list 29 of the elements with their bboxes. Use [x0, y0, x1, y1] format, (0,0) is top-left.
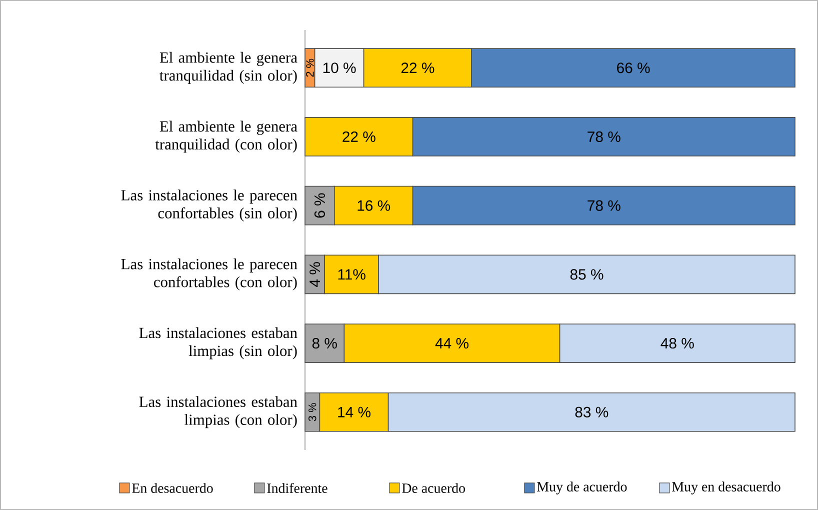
data-label: 66 %: [617, 62, 650, 74]
y-tick-label: Las instalaciones le parecen confortables (con olor): [121, 258, 298, 290]
legend-label: De acuerdo: [402, 483, 465, 493]
legend-label: Muy en desacuerdo: [672, 482, 780, 494]
data-label: 22 %: [342, 131, 376, 142]
legend-label: Muy de acuerdo: [537, 482, 627, 494]
data-label: 48 %: [660, 338, 694, 349]
data-label: 14 %: [338, 406, 370, 418]
data-label: 6 %: [314, 193, 325, 218]
data-label: 44 %: [435, 338, 468, 349]
y-tick-label: Las instalaciones le parecen confortables (sin olor): [121, 190, 298, 222]
data-label: 10 %: [323, 62, 356, 74]
legend-label: En desacuerdo: [132, 483, 213, 493]
y-tick-label: El ambiente le genera tranquilidad (con olor): [155, 120, 298, 153]
data-label: 22 %: [401, 62, 434, 74]
data-label: 3 %: [308, 403, 316, 422]
legend-label: Indiferente: [267, 483, 328, 493]
data-label: 11%: [338, 269, 366, 280]
data-label: 4 %: [310, 262, 320, 287]
data-label: 78 %: [588, 200, 620, 211]
data-label: 8 %: [312, 338, 337, 349]
data-label: 2 %: [306, 58, 314, 77]
y-tick-label: Las instalaciones estaban limpias (sin olor): [139, 327, 298, 360]
data-label: 83 %: [575, 406, 608, 418]
y-tick-label: Las instalaciones estaban limpias (con olor): [139, 396, 298, 428]
y-tick-label: El ambiente le genera tranquilidad (sin olor): [160, 52, 298, 84]
data-label: 85 %: [570, 269, 604, 280]
data-label: 78 %: [588, 131, 620, 142]
data-label: 16 %: [358, 200, 390, 211]
